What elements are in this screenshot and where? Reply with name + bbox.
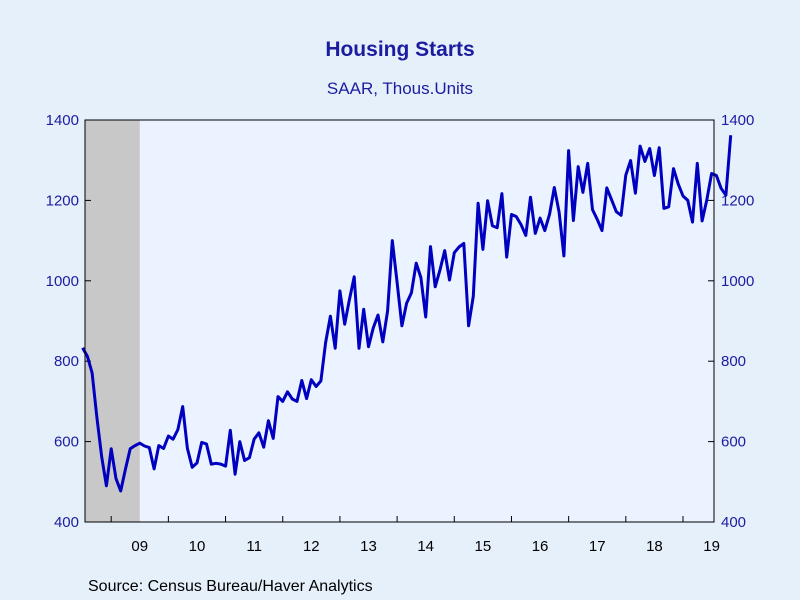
y-tick-label-left: 1000 xyxy=(46,273,79,290)
x-tick-label: 17 xyxy=(589,538,606,555)
series-line xyxy=(81,135,733,493)
chart-subtitle: SAAR, Thous.Units xyxy=(326,79,474,98)
source-note: Source: Census Bureau/Haver Analytics xyxy=(88,578,373,595)
y-tick-label-left: 1200 xyxy=(46,192,79,209)
y-tick-label-right: 1200 xyxy=(721,192,754,209)
x-tick-label: 10 xyxy=(189,538,206,555)
x-tick-label: 12 xyxy=(303,538,320,555)
y-tick-label-right: 800 xyxy=(721,353,746,370)
x-tick-label: 16 xyxy=(532,538,549,555)
y-tick-label-right: 600 xyxy=(721,434,746,451)
y-tick-label-left: 1400 xyxy=(46,112,79,129)
y-tick-label-right: 1400 xyxy=(721,112,754,129)
axis-ticks: 400 400 600 600 800 800 1000 1000 1200 1200 1400 14… xyxy=(46,112,755,555)
plot-frame xyxy=(84,119,715,523)
x-tick-label: 09 xyxy=(131,538,148,555)
y-tick-label-right: 400 xyxy=(721,514,746,531)
x-tick-label: 15 xyxy=(475,538,492,555)
plot-area xyxy=(85,120,714,522)
y-tick-label-left: 600 xyxy=(54,434,79,451)
x-tick-label: 11 xyxy=(246,538,262,555)
chart-title: Housing Starts xyxy=(325,38,475,61)
y-tick-label-right: 1000 xyxy=(721,273,754,290)
y-tick-label-left: 800 xyxy=(54,353,79,370)
x-tick-label: 19 xyxy=(703,538,720,555)
x-tick-label: 13 xyxy=(360,538,377,555)
y-tick-label-left: 400 xyxy=(54,514,79,531)
x-tick-label: 18 xyxy=(646,538,663,555)
x-tick-label: 14 xyxy=(417,538,434,555)
